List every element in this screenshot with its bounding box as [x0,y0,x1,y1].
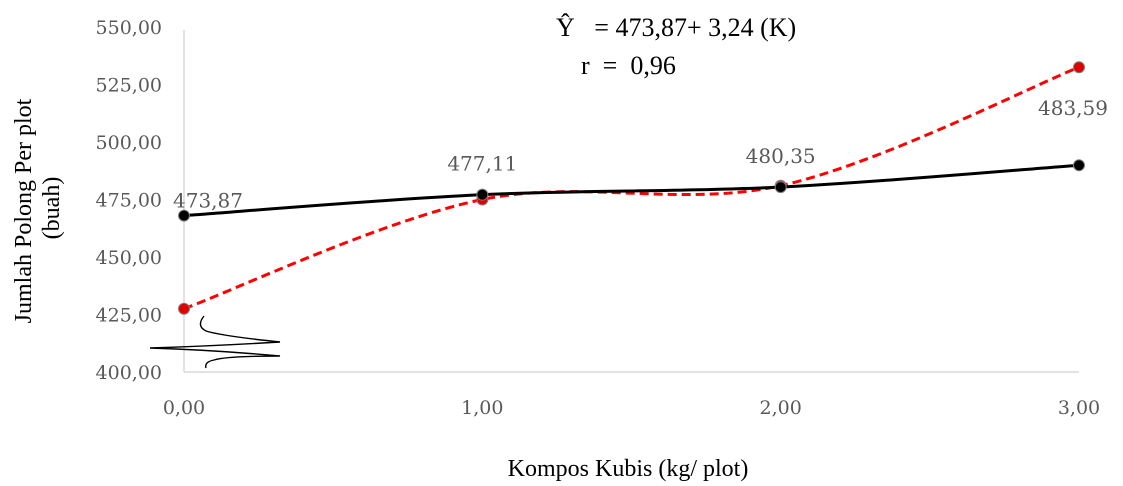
x-tick-label: 1,00 [461,397,503,419]
x-tick-label: 3,00 [1058,397,1100,419]
y-tick-label: 525,00 [96,75,162,97]
y-axis-title-line-2: (buah) [39,177,65,240]
data-label: 480,35 [746,144,816,168]
y-tick-label: 450,00 [96,247,162,269]
axis-break-symbol [149,315,281,369]
data-point-solid [774,181,787,194]
series-layer [178,61,1085,315]
y-tick-labels: 400,00 425,00 450,00 475,00 500,00 525,00 550,… [96,17,162,384]
data-point-solid [178,209,190,222]
series-line-dashed [183,65,1080,311]
data-point-solid [1073,159,1085,172]
x-tick-label: 2,00 [760,397,802,419]
series-line-solid [183,163,1080,218]
x-tick-label: 0,00 [163,397,205,419]
x-axis-title: Kompos Kubis (kg/ plot) [508,456,749,482]
regression-equation: Ŷ = 473,87+ 3,24 (K) [556,13,796,42]
y-tick-label: 400,00 [96,362,162,384]
y-axis-title-line-1: Jumlah Polong Per plot [11,98,37,323]
data-point-solid [476,188,489,201]
data-point-dashed [178,302,190,315]
y-tick-label: 550,00 [96,17,162,39]
data-label: 473,87 [173,189,243,213]
correlation-coefficient: r = 0,96 [581,51,676,80]
data-point-dashed [1073,61,1085,74]
data-label: 483,59 [1038,96,1108,120]
x-tick-labels: 0,00 1,00 2,00 3,00 [163,397,1100,419]
y-tick-label: 425,00 [96,305,162,327]
y-axis-title: Jumlah Polong Per plot (buah) [11,93,65,324]
y-tick-label: 475,00 [96,190,162,212]
data-label-layer: 473,87 477,11 480,35 483,59 [173,96,1108,212]
y-tick-label: 500,00 [96,132,162,154]
data-label: 477,11 [447,152,517,176]
